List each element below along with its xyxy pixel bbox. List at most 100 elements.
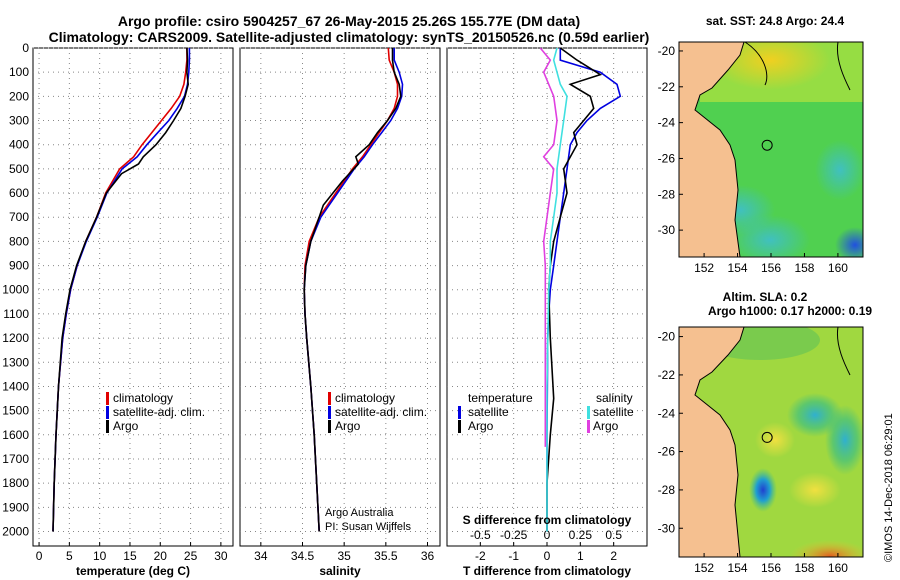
map-lon-label: 160 — [828, 561, 848, 575]
depth-tick-label: 1000 — [2, 283, 29, 297]
sla-map-subtitle: Argo h1000: 0.17 h2000: 0.19 — [708, 304, 872, 318]
temperature-lines — [52, 47, 191, 532]
sla-high-patch-2 — [789, 472, 841, 508]
map-lat-label: -30 — [658, 521, 676, 535]
depth-tick-label: 400 — [9, 138, 29, 152]
depth-tick-label: 900 — [9, 259, 29, 273]
depth-tick-label: 2000 — [2, 524, 29, 538]
temperature-plot-frame — [32, 47, 234, 547]
x-tick-label: 25 — [184, 549, 198, 563]
depth-tick-label: 1400 — [2, 379, 29, 393]
legend-swatch-t-satellite — [458, 406, 461, 419]
legend-label-s-satellite: satellite — [593, 405, 634, 419]
depth-tick-label: 500 — [9, 162, 29, 176]
x-tick-label: -2 — [475, 549, 486, 563]
depth-tick-label: 1800 — [2, 476, 29, 490]
depth-tick-label: 300 — [9, 114, 29, 128]
sst-land — [679, 42, 745, 257]
x-tick-label: 35.5 — [374, 549, 398, 563]
temperature-panel: 0100200300400500600700800900100011001200… — [2, 41, 234, 578]
x-tick-label: 36 — [421, 549, 435, 563]
legend-swatch-climatology — [106, 392, 109, 405]
temperature-xlabel: temperature (deg C) — [76, 564, 190, 578]
x-tick-label: 35 — [337, 549, 351, 563]
sla-longitude-labels: 152 154 156 158 160 — [694, 553, 848, 575]
map-lat-label: -24 — [658, 116, 676, 130]
x-tick-label: 1 — [577, 549, 584, 563]
sst-cold-patch — [835, 227, 863, 257]
depth-tick-label: 700 — [9, 210, 29, 224]
sst-map-title: sat. SST: 24.8 Argo: 24.4 — [706, 14, 845, 28]
salinity-lines — [303, 47, 404, 532]
map-lon-label: 152 — [694, 261, 714, 275]
map-lat-label: -26 — [658, 445, 676, 459]
map-lon-label: 160 — [828, 261, 848, 275]
s-diff-tick-label: -0.5 — [470, 528, 491, 542]
legend-title-salinity: salinity — [596, 391, 633, 405]
sla-warm-eddy — [790, 540, 863, 557]
sst-isobath-2 — [836, 42, 851, 91]
sla-latitude-labels: -20 -22 -24 -26 -28 -30 — [658, 330, 683, 535]
sla-cold-eddy — [749, 468, 777, 512]
float-location-marker — [761, 139, 773, 151]
map-lon-label: 158 — [794, 261, 814, 275]
series-line-argo — [52, 47, 190, 532]
legend-swatch-t-argo — [458, 420, 461, 433]
map-lat-label: -20 — [658, 44, 676, 58]
legend-label-t-argo: Argo — [468, 419, 494, 433]
x-tick-label: 0 — [36, 549, 43, 563]
s-diff-tick-label: 0.5 — [605, 528, 622, 542]
salinity-plot-frame — [239, 47, 441, 547]
map-lon-label: 158 — [794, 561, 814, 575]
map-lat-label: -26 — [658, 151, 676, 165]
sst-map: sat. SST: 24.8 Argo: 24.4 152 154 156 158 16… — [658, 14, 864, 275]
map-lat-label: -28 — [658, 187, 676, 201]
depth-tick-label: 1200 — [2, 331, 29, 345]
difference-lines — [539, 47, 622, 532]
series-line-argo — [303, 48, 402, 532]
imos-credit: ©IMOS 14-Dec-2018 06:29:01 — [883, 413, 895, 562]
depth-tick-label: 100 — [9, 65, 29, 79]
s-difference-xlabel: S difference from climatology — [463, 513, 632, 527]
map-lat-label: -20 — [658, 330, 676, 344]
depth-tick-label: 0 — [22, 41, 29, 55]
legend-swatch-satellite — [106, 406, 109, 419]
map-lon-label: 154 — [728, 261, 748, 275]
depth-tick-label: 1600 — [2, 428, 29, 442]
legend-swatch-argo — [328, 420, 331, 433]
legend-title-temperature: temperature — [468, 391, 533, 405]
s-diff-tick-label: -0.25 — [500, 528, 528, 542]
temperature-tick-labels: 0 5 10 15 20 25 30 — [36, 542, 228, 563]
x-tick-label: 2 — [610, 549, 617, 563]
map-lat-label: -22 — [658, 80, 676, 94]
legend-label-t-satellite: satellite — [468, 405, 509, 419]
sla-high-patch — [755, 422, 795, 458]
map-lon-label: 154 — [728, 561, 748, 575]
map-lat-label: -24 — [658, 406, 676, 420]
sla-map: Altim. SLA: 0.2 Argo h1000: 0.17 h2000: … — [658, 290, 873, 575]
depth-tick-label: 1900 — [2, 500, 29, 514]
salinity-xlabel: salinity — [319, 564, 361, 578]
x-tick-label: 30 — [214, 549, 228, 563]
depth-tick-label: 1500 — [2, 404, 29, 418]
depth-tick-label: 600 — [9, 186, 29, 200]
x-tick-label: 10 — [93, 549, 107, 563]
credit-pi: PI: Susan Wijffels — [325, 521, 411, 533]
credit-argo-australia: Argo Australia — [325, 507, 394, 519]
float-location-marker — [761, 431, 773, 443]
series-line-salinity-argo — [539, 47, 558, 447]
salinity-panel: 34 34.5 35 35.5 36 salinity climatology sate… — [239, 47, 441, 578]
x-tick-label: 5 — [66, 549, 73, 563]
x-tick-label: 15 — [123, 549, 137, 563]
s-difference-tick-labels: -0.5 -0.25 0 0.25 0.5 — [470, 528, 622, 542]
legend-label-argo: Argo — [113, 419, 139, 433]
sla-isobath — [836, 327, 851, 376]
t-difference-tick-labels: -2 -1 0 1 2 — [475, 542, 617, 563]
legend-swatch-argo — [106, 420, 109, 433]
depth-tick-label: 1100 — [3, 307, 29, 321]
map-lon-label: 156 — [761, 261, 781, 275]
salinity-legend: climatology satellite-adj. clim. Argo — [328, 391, 427, 433]
x-tick-label: 0 — [544, 549, 551, 563]
x-tick-label: 20 — [154, 549, 168, 563]
